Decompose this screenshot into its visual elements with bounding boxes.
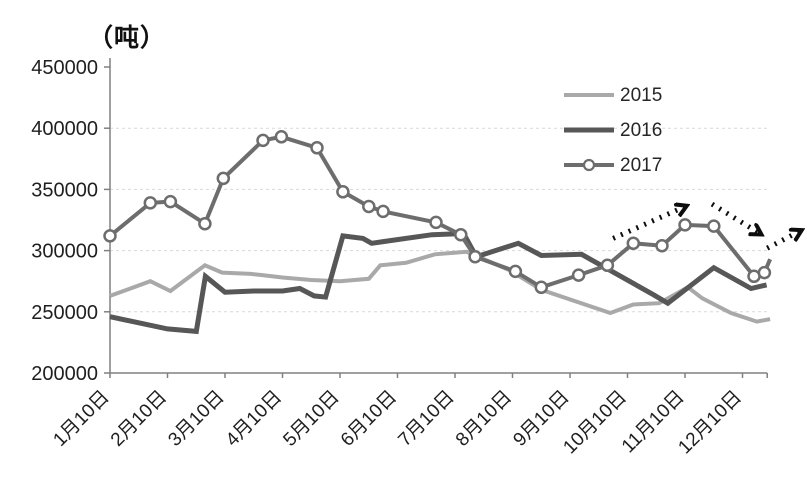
x-tick-label-4: 4月10日 [222, 387, 286, 451]
series-2017-marker [310, 141, 324, 155]
legend-item-2015: 2015 [563, 84, 662, 106]
y-tick-label: 250000 [31, 302, 98, 324]
x-tick-label-10: 10月10日 [559, 387, 631, 459]
y-tick-label: 200000 [31, 363, 98, 385]
x-tick-label-1: 1月10日 [49, 387, 113, 451]
series-2017-marker [468, 249, 482, 264]
y-tick-label: 400000 [31, 118, 98, 140]
y-tick-label: 300000 [31, 241, 98, 263]
series-2017-marker [600, 258, 615, 273]
series-2017-marker [626, 236, 641, 251]
series-2017-marker [534, 280, 549, 295]
legend-swatch-2015 [564, 93, 614, 97]
series-2017-marker [103, 229, 117, 243]
series-2017-marker [163, 194, 178, 209]
series-2017-marker [571, 268, 586, 282]
series-2017-marker [655, 238, 669, 253]
trend-arrow-3-up-right [766, 231, 800, 251]
series-2017-marker [454, 227, 468, 242]
y-tick-label: 450000 [31, 57, 98, 79]
x-tick-label-8: 8月10日 [452, 387, 516, 451]
x-tick-label-2: 2月10日 [107, 387, 171, 451]
x-tick-label-12: 12月10日 [674, 387, 746, 459]
series-2017-marker [198, 216, 212, 231]
trend-arrow-2-down-right [710, 201, 760, 233]
series-2015-line [109, 249, 771, 324]
legend-item-2017: 2017 [563, 154, 662, 176]
y-axis-unit-label: （吨） [88, 24, 167, 52]
series-2017-marker [256, 133, 270, 148]
series-2017-marker [429, 215, 443, 230]
series-2016-line [109, 230, 768, 335]
series-2017-line [108, 134, 772, 290]
legend-swatch-2016 [564, 127, 614, 133]
series-2017-marker [274, 130, 289, 144]
legend-label-2017: 2017 [620, 154, 663, 176]
legend-swatch-2017 [564, 158, 614, 172]
legend-item-2016: 2016 [563, 119, 662, 141]
series-2017-marker [362, 199, 376, 214]
legend-label-2016: 2016 [620, 119, 663, 141]
series-2017-marker [143, 196, 158, 210]
series-2017-marker [216, 171, 231, 186]
x-tick-label-7: 7月10日 [394, 387, 458, 451]
legend-label-2015: 2015 [620, 84, 663, 106]
y-tick-label: 350000 [31, 179, 98, 201]
series-2017-marker [757, 265, 772, 280]
series-2017-marker [336, 185, 350, 199]
legend-marker-2017 [582, 158, 596, 172]
series-2017-marker [508, 264, 523, 279]
series-2017-marker [678, 218, 692, 232]
legend: 2015 2016 2017 [563, 84, 662, 176]
x-tick-label-3: 3月10日 [164, 387, 228, 451]
series-2017-marker [376, 204, 390, 219]
x-tick-label-6: 6月10日 [337, 387, 401, 451]
series-2017-marker [707, 219, 721, 233]
x-tick-label-5: 5月10日 [279, 387, 343, 451]
